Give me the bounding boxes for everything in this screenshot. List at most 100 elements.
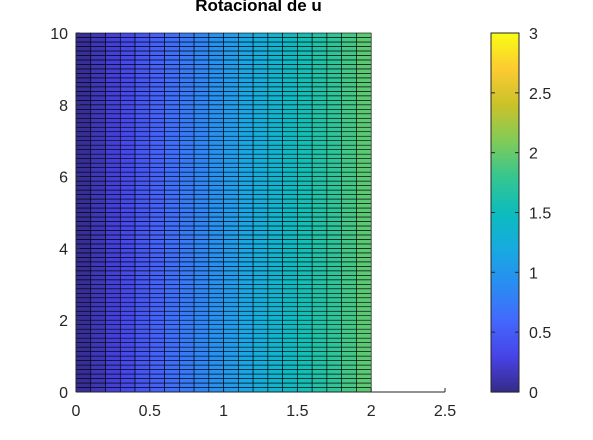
field-cell: [134, 230, 151, 236]
field-cell: [341, 82, 357, 88]
field-cell: [311, 46, 328, 52]
field-cell: [134, 324, 151, 330]
field-cell: [341, 221, 357, 227]
field-cell: [326, 95, 342, 101]
field-cell: [311, 32, 328, 38]
field-cell: [252, 283, 269, 290]
field-cell: [75, 319, 92, 325]
colorbar-swatch: [491, 38, 519, 43]
field-cell: [149, 333, 165, 339]
field-cell: [149, 167, 165, 173]
field-cell: [267, 149, 283, 155]
field-cell: [356, 113, 372, 119]
field-cell: [193, 82, 210, 88]
field-cell: [75, 221, 92, 227]
field-cell: [297, 131, 313, 137]
field-cell: [252, 117, 269, 124]
colorbar-tick-label: 0: [529, 385, 538, 402]
field-cell: [252, 82, 269, 88]
colorbar-swatch: [491, 155, 519, 160]
field-cell: [208, 126, 224, 133]
field-cell: [267, 153, 283, 159]
field-cell: [341, 37, 357, 43]
field-cell: [119, 216, 136, 222]
field-cell: [356, 68, 372, 74]
field-cell: [164, 373, 180, 379]
colorbar-swatch: [491, 62, 519, 67]
field-cell: [252, 59, 269, 65]
field-cell: [134, 351, 151, 357]
field-cell: [311, 198, 328, 204]
field-cell: [326, 59, 342, 65]
field-cell: [267, 82, 283, 88]
field-cell: [134, 333, 151, 339]
field-cell: [90, 135, 106, 141]
field-cell: [223, 279, 239, 285]
field-cell: [326, 257, 342, 263]
field-cell: [134, 266, 151, 272]
field-cell: [208, 234, 224, 240]
field-cell: [356, 297, 372, 303]
colorbar-swatch: [491, 215, 519, 220]
colorbar-tick-label: 0.5: [529, 325, 551, 342]
field-cell: [341, 207, 357, 213]
field-cell: [90, 126, 106, 133]
field-cell: [311, 324, 328, 330]
field-cell: [179, 239, 195, 245]
field-cell: [179, 351, 195, 357]
field-cell: [252, 86, 269, 92]
field-cell: [341, 86, 357, 92]
field-cell: [193, 37, 210, 43]
field-cell: [208, 310, 224, 317]
field-cell: [341, 234, 357, 240]
field-cell: [208, 122, 224, 128]
field-cell: [267, 95, 283, 101]
field-cell: [164, 221, 180, 227]
field-cell: [90, 131, 106, 137]
field-cell: [341, 266, 357, 272]
field-cell: [267, 144, 283, 150]
field-cell: [297, 324, 313, 330]
field-cell: [134, 108, 151, 115]
field-cell: [134, 198, 151, 204]
field-cell: [252, 176, 269, 182]
field-cell: [356, 275, 372, 281]
field-cell: [179, 122, 195, 128]
field-cell: [282, 301, 298, 308]
field-cell: [134, 176, 151, 182]
field-cell: [193, 373, 210, 379]
field-cell: [149, 77, 165, 83]
field-cell: [326, 382, 342, 388]
field-cell: [90, 301, 106, 308]
field-cell: [326, 337, 342, 343]
field-cell: [238, 257, 254, 263]
field-cell: [238, 122, 254, 128]
field-cell: [179, 108, 195, 115]
field-cell: [326, 135, 342, 141]
field-cell: [311, 292, 328, 299]
field-cell: [326, 248, 342, 254]
field-cell: [223, 185, 239, 191]
colorbar-swatch: [491, 107, 519, 112]
field-cell: [282, 113, 298, 119]
field-cell: [119, 68, 136, 74]
field-cell: [252, 378, 269, 384]
field-cell: [149, 41, 165, 47]
field-cell: [75, 351, 92, 357]
field-cell: [164, 162, 180, 168]
field-cell: [179, 198, 195, 204]
field-cell: [223, 324, 239, 330]
field-cell: [223, 149, 239, 155]
field-cell: [179, 315, 195, 321]
field-cell: [149, 55, 165, 61]
field-cell: [341, 95, 357, 101]
field-cell: [297, 207, 313, 213]
field-cell: [297, 122, 313, 128]
field-cell: [223, 283, 239, 290]
field-cell: [356, 55, 372, 61]
field-cell: [134, 360, 151, 366]
field-cell: [208, 257, 224, 263]
field-cell: [149, 32, 165, 38]
field-cell: [356, 95, 372, 101]
